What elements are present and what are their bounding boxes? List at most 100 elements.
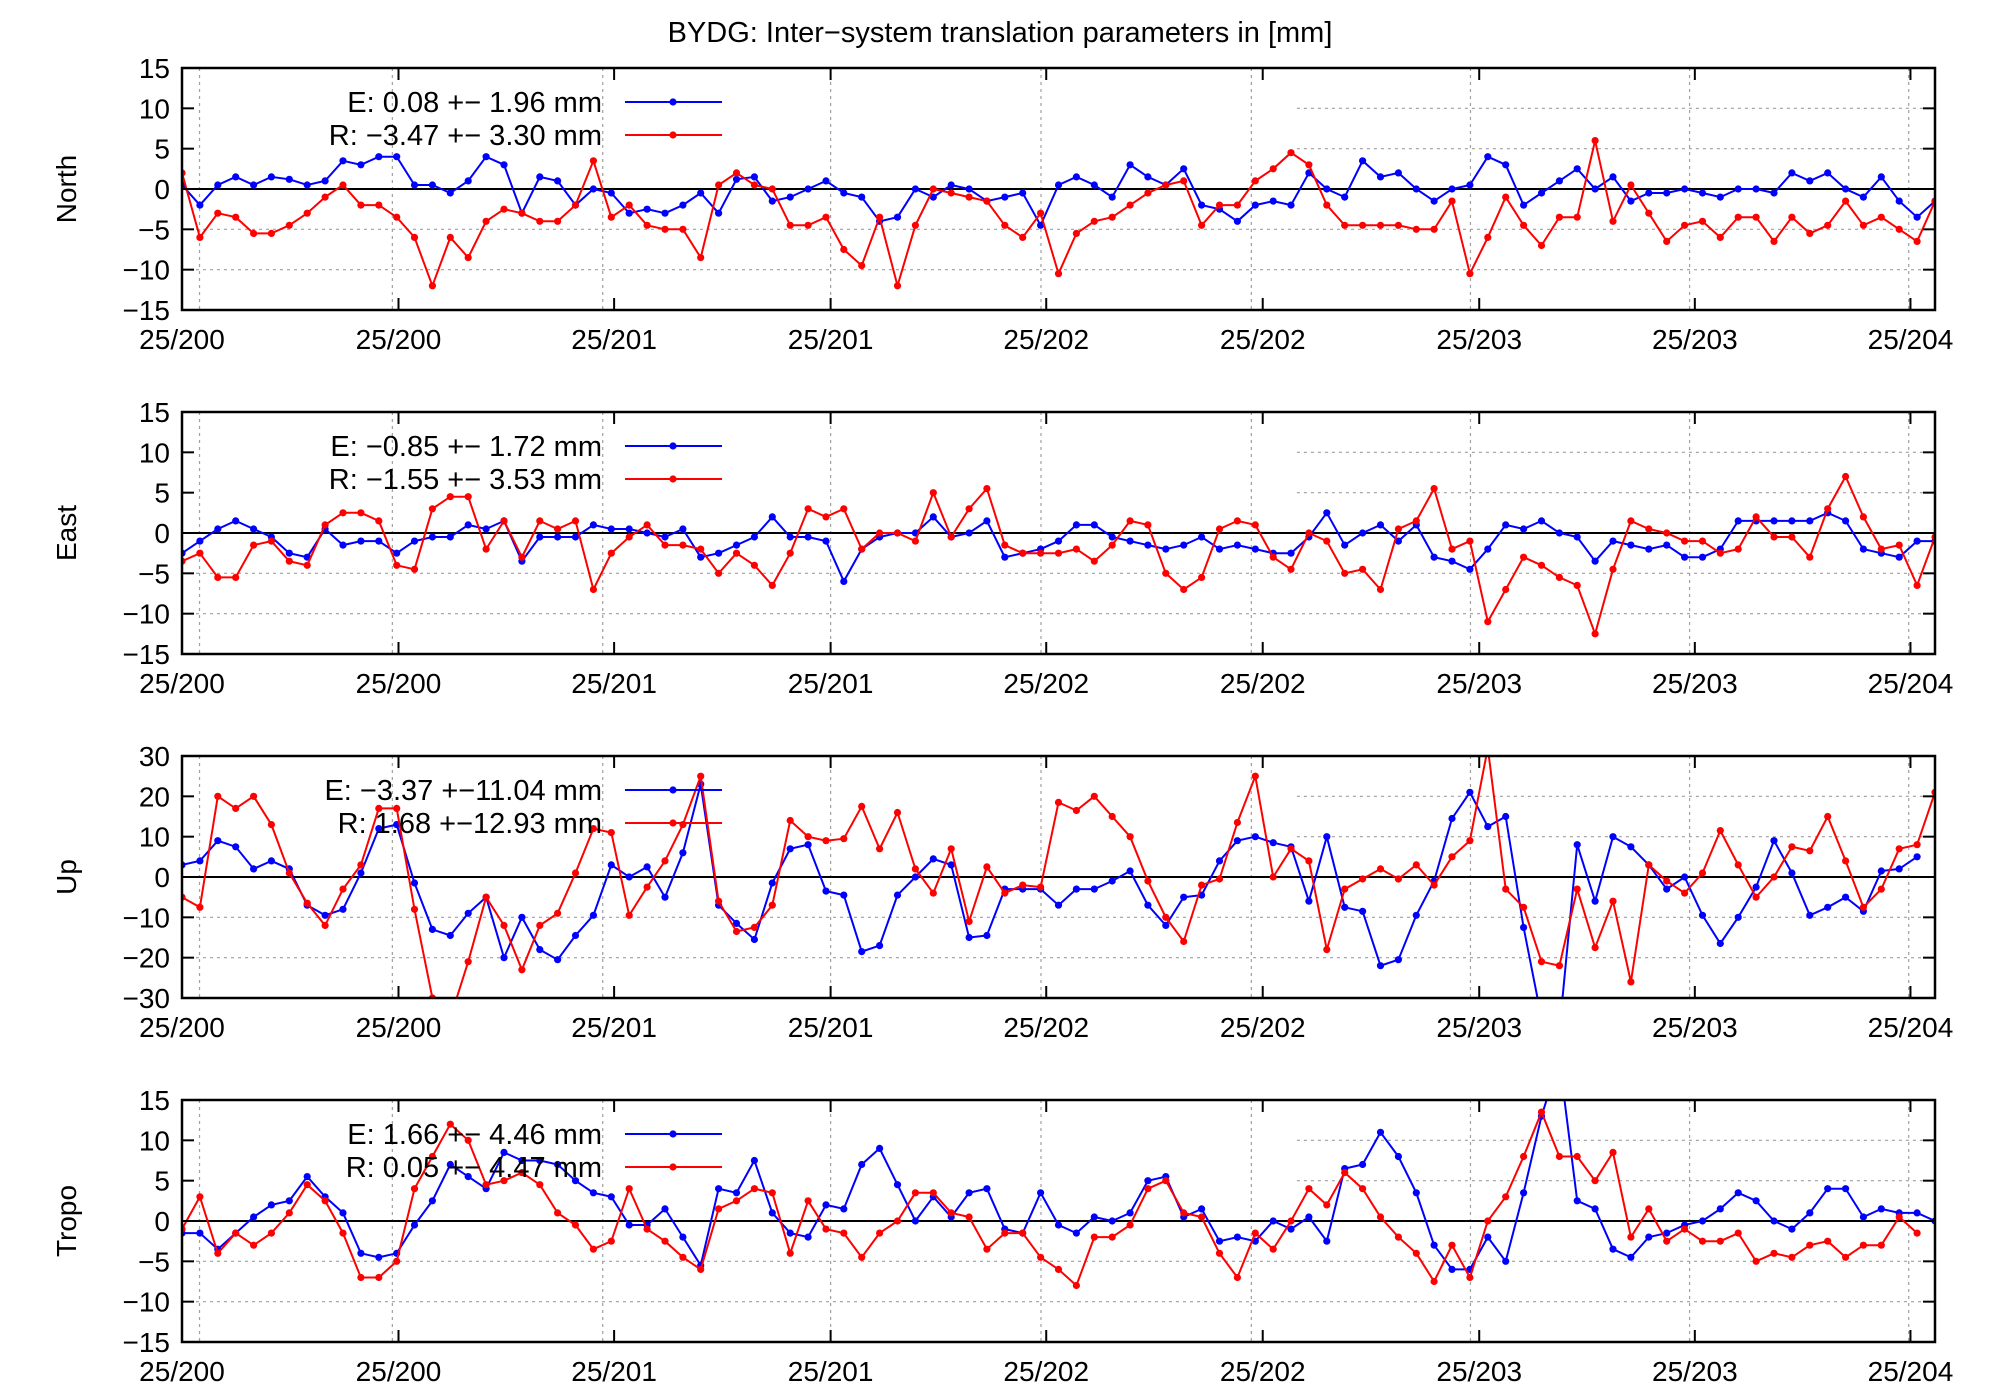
data-point-E	[643, 205, 651, 213]
data-point-R	[1788, 213, 1796, 221]
data-point-E	[1269, 1217, 1277, 1225]
data-point-R	[321, 193, 329, 201]
data-point-R	[1645, 525, 1653, 533]
data-point-E	[1520, 923, 1528, 932]
data-point-R	[1072, 229, 1080, 237]
data-point-R	[1967, 791, 1974, 798]
data-point-E	[1788, 869, 1796, 877]
legend-entry-E: E: −3.37 +−11.04 mm	[324, 775, 602, 807]
data-point-E	[1806, 517, 1814, 525]
data-point-R	[1019, 881, 1027, 889]
data-point-E	[1698, 553, 1707, 561]
x-tick-label: 25/204	[1868, 1356, 1954, 1387]
data-point-E	[822, 887, 830, 895]
data-point-E	[1859, 545, 1867, 553]
data-point-E	[1144, 541, 1152, 549]
data-point-E	[1627, 197, 1635, 205]
data-point-E	[893, 1181, 902, 1189]
data-point-R	[822, 513, 830, 521]
data-point-E	[1770, 1217, 1778, 1225]
data-point-R	[1126, 833, 1134, 841]
data-point-R	[1698, 217, 1707, 225]
data-point-E	[1681, 185, 1689, 193]
data-point-R	[1806, 229, 1814, 237]
data-point-R	[1412, 517, 1420, 525]
data-point-R	[285, 221, 293, 229]
legend: E: 0.08 +− 1.96 mmR: −3.47 +− 3.30 mm	[329, 87, 722, 152]
data-point-R	[1394, 221, 1402, 229]
data-point-R	[1770, 533, 1778, 541]
data-point-E	[607, 861, 615, 869]
data-point-R	[1162, 181, 1170, 189]
data-point-R	[482, 1181, 490, 1189]
y-tick-label: 10	[139, 1125, 170, 1156]
legend-marker-E	[669, 442, 677, 450]
data-point-R	[214, 209, 222, 217]
x-tick-label: 25/204	[1868, 1012, 1954, 1043]
x-tick-label: 25/200	[139, 1356, 225, 1387]
data-point-R	[1663, 529, 1671, 537]
data-point-R	[1287, 565, 1295, 573]
data-point-R	[1502, 585, 1510, 594]
data-point-E	[589, 185, 598, 193]
series-line-R	[182, 1109, 1918, 1288]
legend: E: 1.66 +− 4.46 mmR: 0.05 +− 4.47 mm	[346, 1119, 722, 1184]
data-point-E	[428, 533, 436, 541]
data-point-E	[1412, 1189, 1420, 1197]
data-point-E	[804, 533, 812, 541]
data-point-E	[661, 1205, 669, 1213]
data-point-R	[1895, 541, 1903, 549]
data-point-E	[357, 537, 365, 545]
data-point-E	[1591, 185, 1599, 193]
data-point-E	[1126, 867, 1134, 875]
legend: E: −3.37 +−11.04 mmR: 1.68 +−12.93 mm	[324, 775, 722, 840]
data-point-E	[911, 1217, 920, 1225]
data-point-R	[1430, 485, 1438, 493]
data-point-R	[1376, 585, 1385, 594]
data-point-R	[1305, 1185, 1313, 1193]
data-point-R	[1198, 221, 1206, 229]
data-point-E	[1126, 537, 1134, 545]
x-tick-label: 25/200	[139, 1012, 225, 1043]
data-point-E	[840, 577, 848, 586]
data-point-E	[1698, 911, 1707, 919]
data-point-R	[428, 282, 436, 290]
data-point-E	[554, 533, 562, 541]
data-point-E	[196, 537, 204, 545]
data-point-R	[786, 816, 794, 825]
y-tick-label: 0	[154, 174, 170, 205]
data-point-E	[1359, 1160, 1367, 1169]
data-point-R	[1663, 1237, 1671, 1245]
data-point-R	[1877, 545, 1885, 553]
data-point-E	[1573, 165, 1581, 173]
data-point-R	[1394, 875, 1402, 883]
data-point-R	[250, 1241, 258, 1249]
data-point-R	[1430, 881, 1438, 889]
data-point-E	[339, 541, 347, 549]
data-point-R	[303, 1181, 311, 1189]
x-tick-label: 25/201	[571, 1356, 657, 1387]
data-point-E	[1842, 1185, 1850, 1193]
data-point-E	[1913, 1209, 1921, 1217]
data-point-R	[929, 889, 937, 897]
data-point-E	[750, 935, 759, 944]
data-point-E	[1842, 893, 1850, 901]
data-point-E	[947, 861, 955, 869]
data-point-R	[1502, 885, 1510, 893]
data-point-E	[1108, 533, 1116, 541]
data-point-E	[428, 181, 436, 189]
data-point-E	[1824, 1185, 1832, 1193]
data-point-E	[1180, 893, 1188, 901]
data-point-E	[1412, 911, 1420, 919]
data-point-R	[375, 517, 383, 525]
data-point-R	[1573, 581, 1581, 590]
data-point-R	[1090, 217, 1098, 225]
data-point-E	[1824, 903, 1832, 911]
data-point-E	[1394, 169, 1402, 177]
data-point-E	[589, 911, 598, 919]
data-point-R	[1090, 1233, 1098, 1241]
data-point-R	[1341, 885, 1349, 893]
data-point-R	[410, 233, 419, 241]
